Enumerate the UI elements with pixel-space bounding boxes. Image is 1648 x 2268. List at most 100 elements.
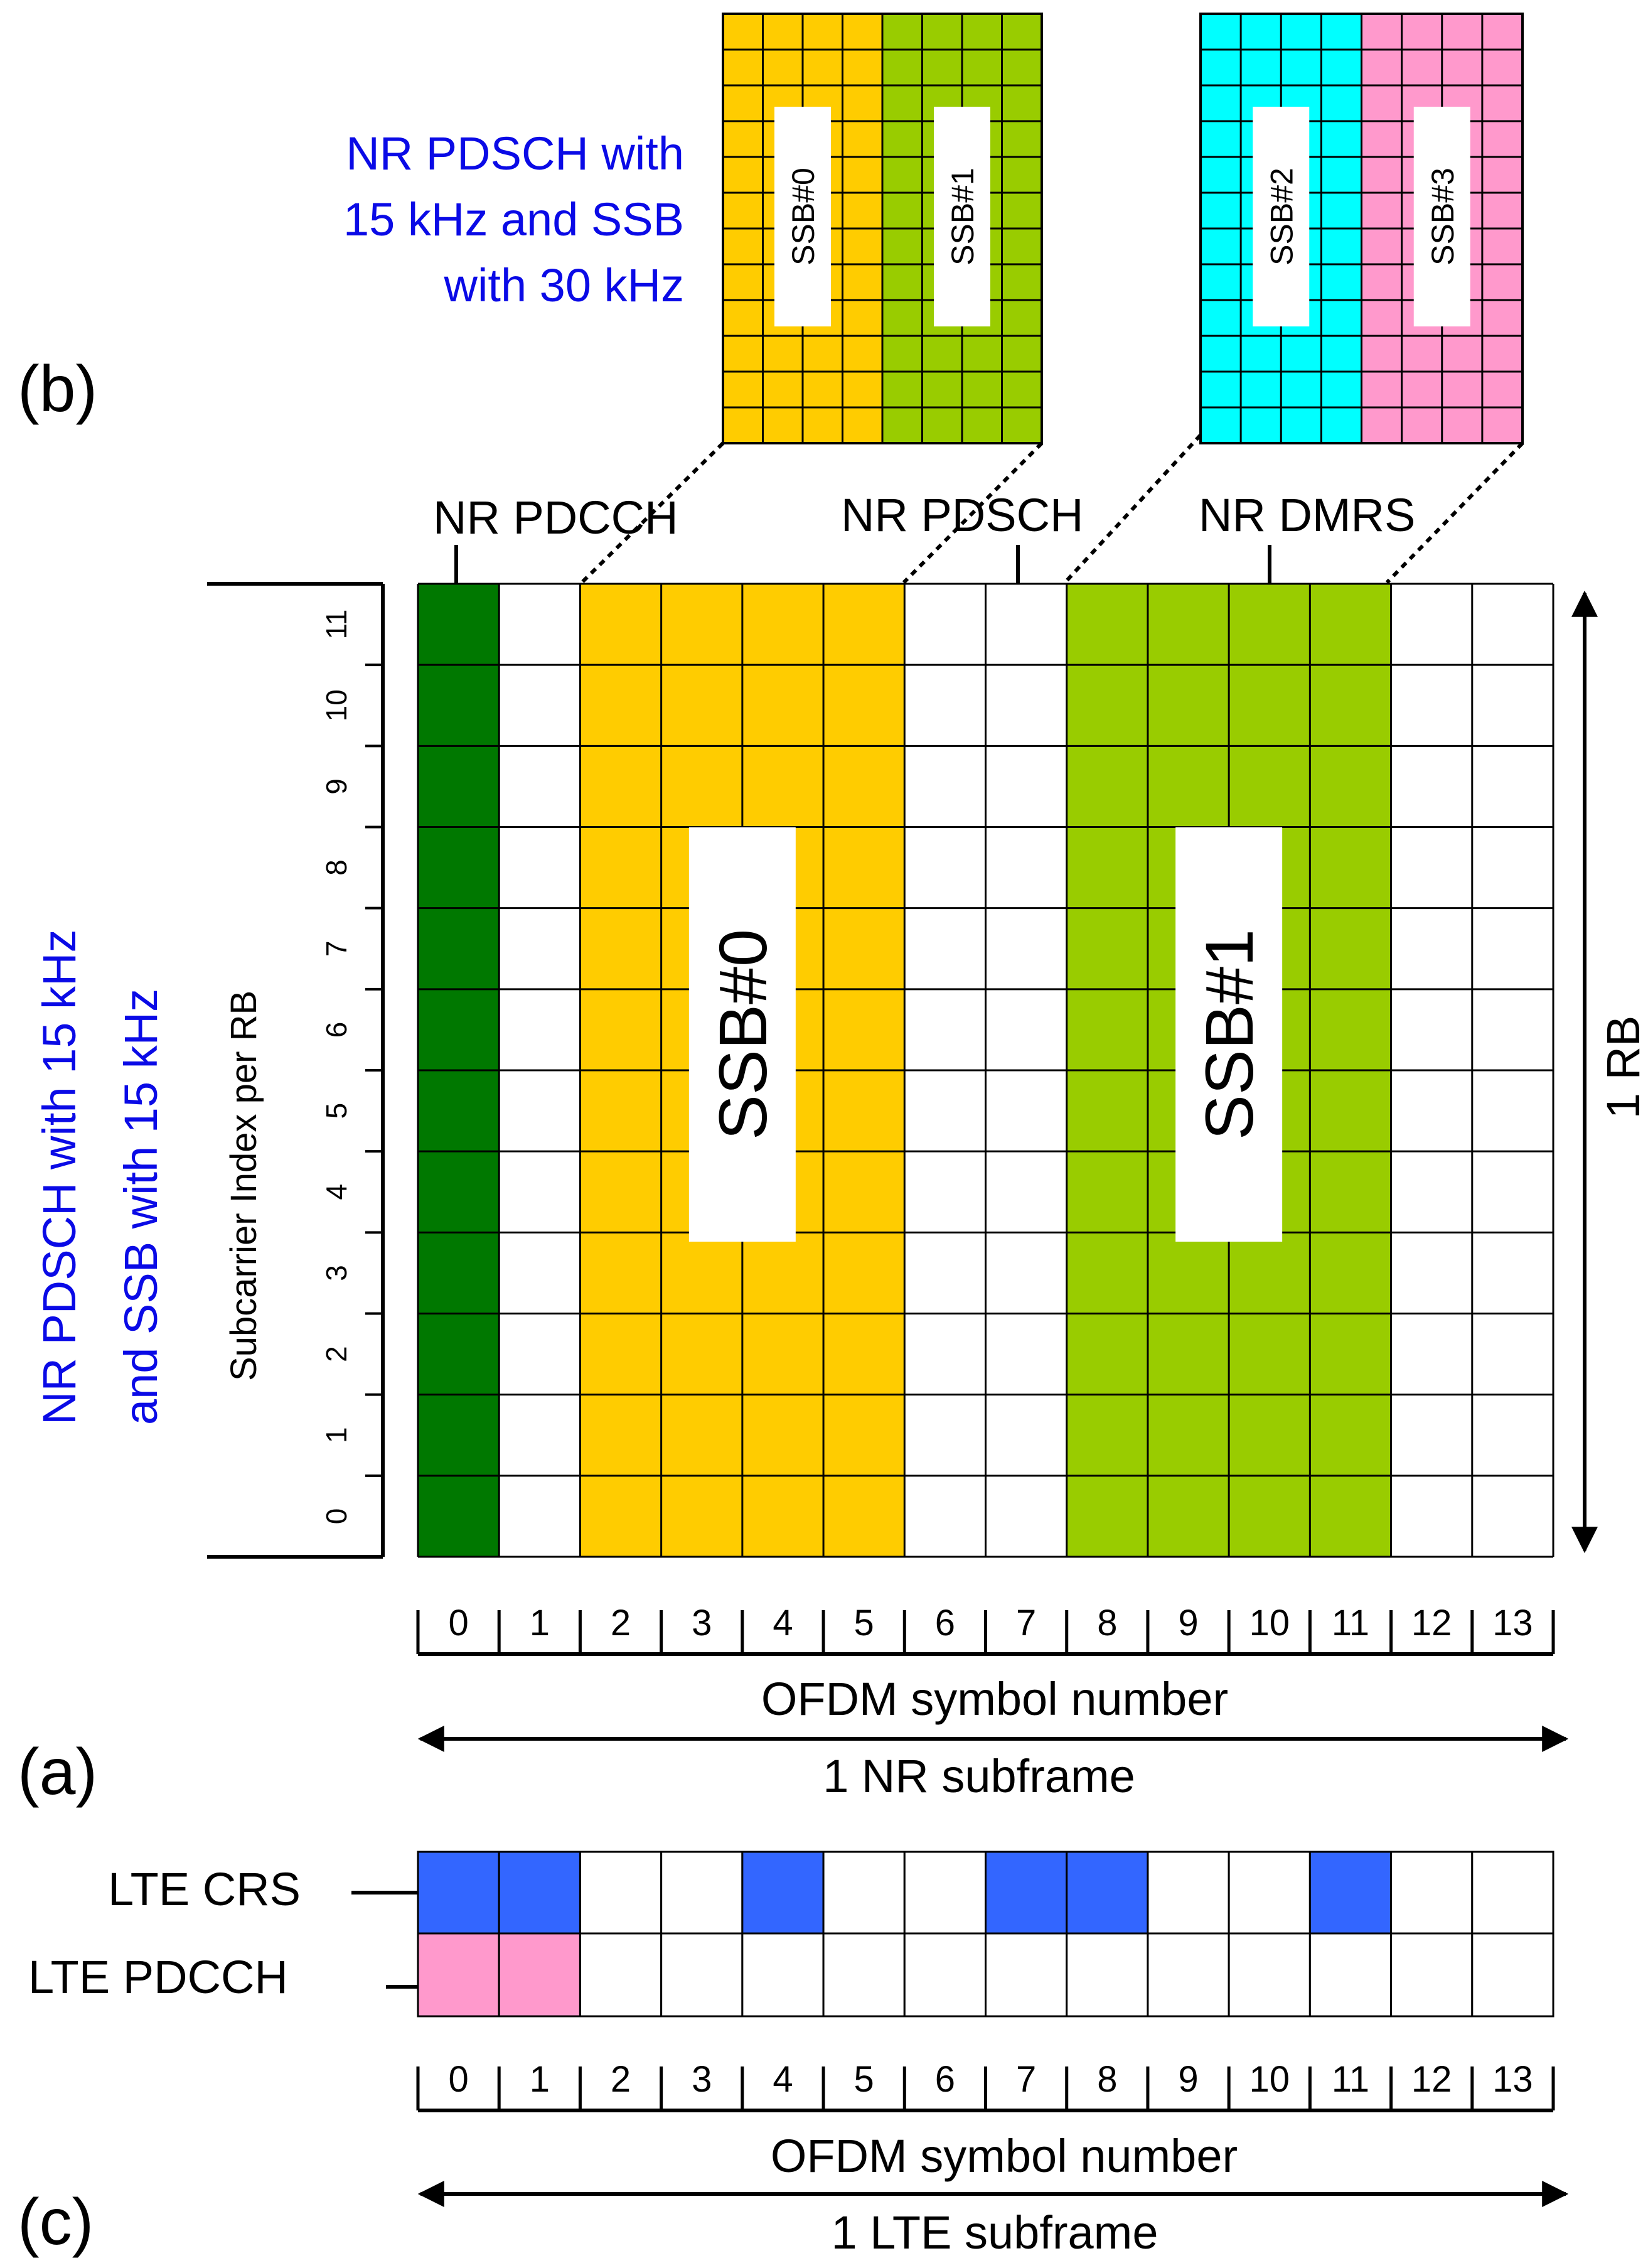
nr-x-tick-label-6: 6 <box>935 1603 955 1643</box>
lte-x-tick-label-0: 0 <box>448 2059 468 2100</box>
lte-x-tick-label-8: 8 <box>1097 2059 1117 2100</box>
zoom-ssb-3-label-box <box>1413 107 1470 326</box>
y-axis-label: Subcarrier Index per RB <box>223 991 264 1381</box>
panel-a-side-title-line-2: and SSB with 15 kHz <box>115 989 167 1425</box>
zoom-line-ssb1-right <box>902 441 1044 584</box>
lte-subframe-label: 1 LTE subframe <box>832 2206 1158 2259</box>
lte-crs-cell-4 <box>741 1851 825 1935</box>
zoom-ssb-2-label: SSB#2 <box>1264 168 1299 266</box>
zoom-line-ssb2-left <box>1063 433 1202 584</box>
lte-pdcch-cell-11 <box>1308 1932 1393 2018</box>
lte-x-tick-label-6: 6 <box>935 2059 955 2100</box>
nr-ssb0-label-box <box>688 827 796 1242</box>
zoom-line-ssb3-right <box>1385 441 1524 584</box>
y-tick-label-0: 0 <box>320 1508 353 1525</box>
y-tick-label-6: 6 <box>320 1022 353 1038</box>
nr-x-tick-label-3: 3 <box>692 1603 712 1643</box>
lte-crs-cell-6 <box>903 1851 987 1935</box>
lte-crs-cell-9 <box>1147 1851 1230 1935</box>
y-tick-label-3: 3 <box>320 1265 353 1281</box>
nr-x-tick-label-13: 13 <box>1492 1603 1533 1643</box>
lte-pdcch-cell-4 <box>741 1932 825 2018</box>
zoom-ssb-3-label: SSB#3 <box>1425 168 1460 266</box>
lte-resource-grid <box>417 1851 1554 2018</box>
y-axis-ticks: 0 1 2 3 4 5 6 7 8 9 10 11 <box>320 610 383 1558</box>
lte-crs-cell-1 <box>498 1851 581 1935</box>
lte-x-tick-label-13: 13 <box>1492 2059 1533 2100</box>
lte-pdcch-cell-9 <box>1147 1932 1230 2018</box>
lte-crs-cell-3 <box>660 1851 744 1935</box>
lte-crs-cell-12 <box>1390 1851 1474 1935</box>
nr-x-tick-label-2: 2 <box>611 1603 631 1643</box>
callout-nr-pdsch: NR PDSCH <box>841 489 1083 541</box>
lte-pdcch-cell-10 <box>1228 1932 1311 2018</box>
lte-crs-cell-0 <box>417 1851 500 1935</box>
y-tick-label-2: 2 <box>320 1346 353 1362</box>
lte-x-tick-label-5: 5 <box>854 2059 874 2100</box>
panel-a-side-title-line-1: NR PDSCH with 15 kHz <box>33 929 85 1425</box>
lte-x-tick-label-7: 7 <box>1016 2059 1036 2100</box>
zoom-ssb-0-label-box <box>774 107 831 326</box>
lte-pdcch-cell-8 <box>1066 1932 1149 2018</box>
panel-a-side-title: NR PDSCH with 15 kHz and SSB with 15 kHz <box>33 929 167 1425</box>
lte-crs-cell-8 <box>1066 1851 1149 1935</box>
lte-pdcch-cell-0 <box>417 1932 500 2018</box>
panel-label-a: (a) <box>18 1736 97 1808</box>
nr-x-axis-label: OFDM symbol number <box>761 1673 1228 1725</box>
nr-x-tick-label-1: 1 <box>530 1603 550 1643</box>
nr-resource-grid: SSB#0 SSB#1 <box>417 583 1554 1558</box>
lte-x-tick-label-10: 10 <box>1249 2059 1290 2100</box>
lte-pdcch-label: LTE PDCCH <box>28 1951 288 2003</box>
panel-b-title-line-1: NR PDSCH with <box>346 127 684 180</box>
nr-x-tick-label-5: 5 <box>854 1603 874 1643</box>
nr-ssb1-label-box <box>1175 827 1283 1242</box>
y-tick-label-5: 5 <box>320 1103 353 1119</box>
lte-x-axis-label: OFDM symbol number <box>771 2130 1238 2182</box>
lte-crs-label: LTE CRS <box>108 1863 301 1915</box>
zoom-grid-1: SSB#2 SSB#3 <box>1199 13 1524 444</box>
nr-ssb0-label: SSB#0 <box>705 929 781 1140</box>
lte-crs-cell-10 <box>1228 1851 1311 1935</box>
zoom-ssb-1-label: SSB#1 <box>945 168 980 266</box>
nr-x-tick-label-4: 4 <box>773 1603 793 1643</box>
nr-x-tick-label-0: 0 <box>448 1603 468 1643</box>
nr-x-axis: 0 1 2 3 4 5 6 7 8 9 10 11 12 13 <box>416 1603 1555 1656</box>
zoom-ssb-1-label-box <box>934 107 990 326</box>
lte-pdcch-cell-2 <box>579 1932 663 2018</box>
y-tick-label-4: 4 <box>320 1184 353 1200</box>
panel-b-title-line-2: 15 kHz and SSB <box>343 193 684 245</box>
panel-label-c: (c) <box>18 2186 94 2259</box>
callout-nr-pdcch: NR PDCCH <box>433 492 678 544</box>
lte-x-tick-label-1: 1 <box>530 2059 550 2100</box>
rb-label: 1 RB <box>1597 1016 1648 1119</box>
panel-b-title: NR PDSCH with 15 kHz and SSB with 30 kHz <box>343 127 684 311</box>
zoom-ssb-0-label: SSB#0 <box>786 168 821 266</box>
lte-pdcch-cell-12 <box>1390 1932 1474 2018</box>
panel-b-ssb-grids: SSB#0 SSB#1 SSB#2 SSB#3 <box>722 13 1524 444</box>
lte-x-axis: 0 1 2 3 4 5 6 7 8 9 10 11 12 13 <box>416 2059 1555 2112</box>
panel-label-b: (b) <box>18 353 97 426</box>
lte-x-tick-label-3: 3 <box>692 2059 712 2100</box>
zoom-connectors <box>580 433 1524 584</box>
lte-x-tick-label-2: 2 <box>611 2059 631 2100</box>
y-tick-label-1: 1 <box>320 1427 353 1443</box>
y-tick-label-10: 10 <box>320 689 353 721</box>
zoom-line-ssb0-left <box>580 441 725 584</box>
y-tick-label-11: 11 <box>320 610 353 640</box>
lte-pdcch-cell-3 <box>660 1932 744 2018</box>
lte-crs-cell-7 <box>985 1851 1068 1935</box>
nr-grid-lines <box>417 583 1554 1558</box>
nr-x-tick-label-8: 8 <box>1097 1603 1117 1643</box>
lte-pdcch-cell-7 <box>985 1932 1068 2018</box>
zoom-ssb-2-label-box <box>1253 107 1310 326</box>
y-tick-label-9: 9 <box>320 778 353 795</box>
nr-x-tick-label-7: 7 <box>1016 1603 1036 1643</box>
panel-b-title-line-3: with 30 kHz <box>444 259 684 311</box>
lte-crs-cell-11 <box>1308 1851 1393 1935</box>
lte-x-tick-label-4: 4 <box>773 2059 793 2100</box>
nr-ssb1-label: SSB#1 <box>1191 929 1267 1140</box>
nr-x-tick-label-12: 12 <box>1411 1603 1452 1643</box>
callout-nr-dmrs: NR DMRS <box>1199 489 1415 541</box>
lte-x-tick-label-11: 11 <box>1332 2059 1369 2100</box>
